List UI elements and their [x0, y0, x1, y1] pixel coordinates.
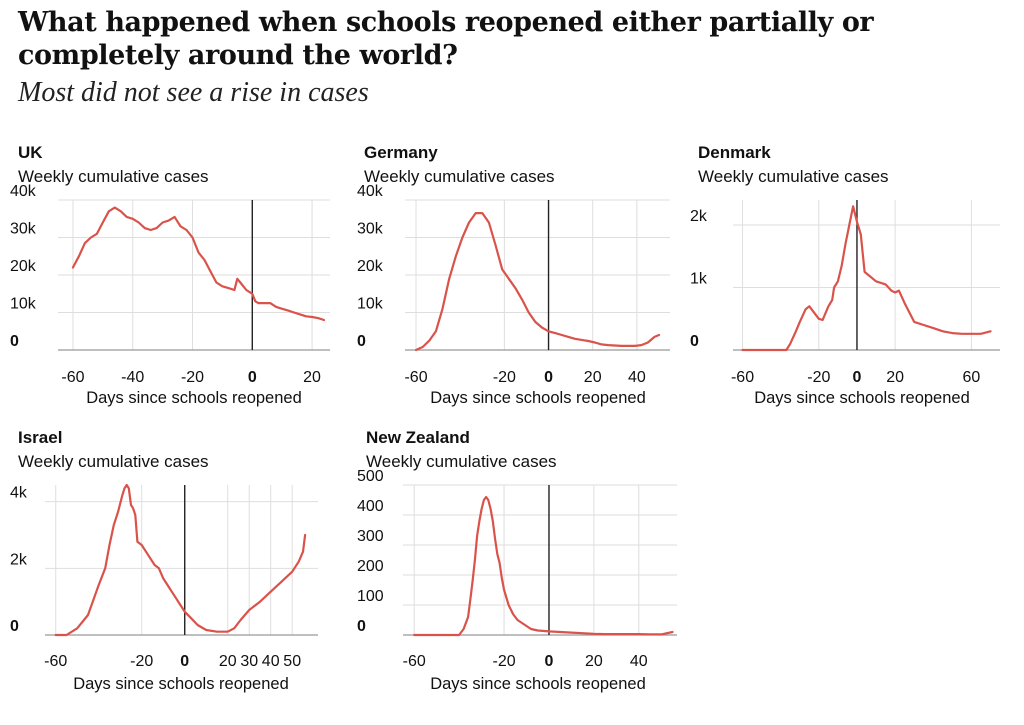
y-tick-label: 300 [357, 528, 384, 545]
x-tick-label: 60 [962, 369, 980, 386]
x-tick-label: 40 [628, 369, 646, 386]
chart-title: UK [18, 143, 43, 162]
x-tick-label: -20 [130, 653, 153, 670]
chart-subtitle: Weekly cumulative cases [18, 452, 209, 471]
y-tick-label: 0 [357, 618, 366, 635]
y-tick-label: 2k [10, 551, 28, 568]
x-tick-label: -20 [493, 653, 516, 670]
y-tick-label: 1k [690, 271, 708, 288]
x-axis-label: Days since schools reopened [430, 675, 646, 693]
x-tick-label: 0 [248, 369, 257, 386]
x-tick-label: -20 [493, 369, 516, 386]
series-line [741, 205, 992, 352]
y-tick-label: 30k [357, 221, 384, 238]
x-axis-label: Days since schools reopened [430, 389, 646, 407]
y-tick-label: 500 [357, 468, 384, 485]
x-tick-label: 0 [545, 653, 554, 670]
y-tick-label: 30k [10, 221, 37, 238]
series-line [54, 483, 307, 637]
x-axis-label: Days since schools reopened [754, 389, 970, 407]
y-tick-label: 0 [10, 333, 19, 350]
chart-subtitle: Weekly cumulative cases [366, 452, 557, 471]
chart-title: New Zealand [366, 428, 470, 447]
x-tick-label: -60 [61, 369, 84, 386]
y-tick-label: 10k [10, 296, 37, 313]
y-tick-label: 40k [357, 183, 384, 200]
x-tick-label: 0 [180, 653, 189, 670]
chart-panel: Denmark Weekly cumulative cases 0 1k 2k -60 -2… [690, 143, 1000, 407]
chart-panel: Germany Weekly cumulative cases 0 10k 20k 30k… [357, 143, 670, 407]
x-tick-label: 20 [219, 653, 237, 670]
x-tick-label: 0 [853, 369, 862, 386]
y-tick-label: 200 [357, 558, 384, 575]
x-tick-label: -40 [121, 369, 144, 386]
chart-panel: UK Weekly cumulative cases 0 10k 20k 30k 40k -6… [10, 143, 330, 407]
x-tick-label: -60 [731, 369, 754, 386]
x-tick-label: 20 [584, 369, 602, 386]
y-tick-label: 0 [690, 333, 699, 350]
x-tick-label: 50 [283, 653, 301, 670]
y-tick-label: 40k [10, 183, 37, 200]
x-tick-label: 20 [585, 653, 603, 670]
y-tick-label: 0 [357, 333, 366, 350]
x-tick-label: -60 [44, 653, 67, 670]
series-line [71, 206, 326, 322]
y-tick-label: 20k [10, 258, 37, 275]
chart-title: Germany [364, 143, 438, 162]
x-tick-label: 20 [303, 369, 321, 386]
x-axis-label: Days since schools reopened [86, 389, 302, 407]
y-tick-label: 400 [357, 498, 384, 515]
y-tick-label: 4k [10, 485, 28, 502]
x-tick-label: 30 [240, 653, 258, 670]
x-tick-label: -20 [181, 369, 204, 386]
chart-subtitle: Weekly cumulative cases [698, 167, 889, 186]
x-tick-label: -60 [403, 653, 426, 670]
chart-subtitle: Weekly cumulative cases [18, 167, 209, 186]
x-tick-label: 0 [544, 369, 553, 386]
chart-panel: New Zealand Weekly cumulative cases 0 100 20… [357, 428, 677, 693]
y-tick-label: 2k [690, 208, 708, 225]
y-tick-label: 20k [357, 258, 384, 275]
chart-subtitle: Weekly cumulative cases [364, 167, 555, 186]
subhead: Most did not see a rise in cases [18, 77, 369, 108]
y-tick-label: 10k [357, 296, 384, 313]
x-tick-label: 40 [262, 653, 280, 670]
y-tick-label: 0 [10, 618, 19, 635]
x-tick-label: 40 [630, 653, 648, 670]
headline: What happened when schools reopened eith… [18, 7, 874, 71]
x-tick-label: 20 [886, 369, 904, 386]
chart-title: Israel [18, 428, 62, 447]
x-tick-label: -60 [404, 369, 427, 386]
y-tick-label: 100 [357, 588, 384, 605]
series-line [413, 495, 674, 637]
chart-panel: Israel Weekly cumulative cases 0 2k 4k -60 -20… [10, 428, 318, 693]
x-tick-label: -20 [807, 369, 830, 386]
series-line [414, 212, 661, 352]
x-axis-label: Days since schools reopened [73, 675, 289, 693]
chart-title: Denmark [698, 143, 771, 162]
